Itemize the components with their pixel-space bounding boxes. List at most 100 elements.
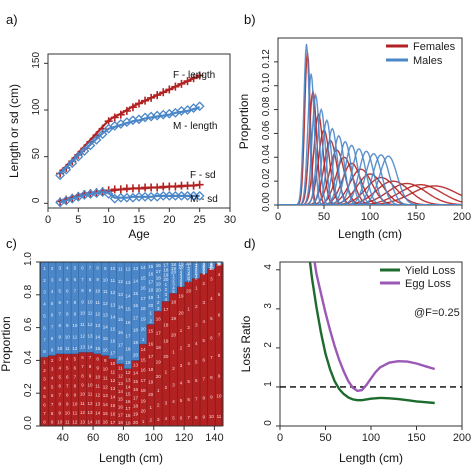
panel-c-female-cell-label: 2 <box>180 346 183 351</box>
panel-c-male-cell-label: 3 <box>195 265 198 270</box>
panel-c-male-cell-label: 6 <box>195 271 198 276</box>
panel-b-curve-male <box>278 107 462 205</box>
panel-c-female-cell-label: 20 <box>148 392 154 397</box>
panel-c-female-cell-label: 15 <box>110 403 116 408</box>
panel-c-male-cell-label: 7 <box>210 264 213 269</box>
panel-c-female-cell-label: 10 <box>103 367 109 372</box>
panel-c-female-cell-label: 3 <box>172 382 175 387</box>
panel-c-female-cell-label: 20 <box>133 420 139 425</box>
panel-c-male-cell-label: 11 <box>118 266 123 271</box>
panel-c-male-cell-label: 16 <box>125 320 131 325</box>
panel-a-x-tick-label: 10 <box>103 214 115 226</box>
panel-c-female-cell-label: 5 <box>43 394 46 399</box>
panel-b-y-axis-label: Proportion <box>237 94 251 149</box>
panel-c: 40 60 80 100 120 1400.00.20.40.60.81.0Length … <box>0 236 224 465</box>
panel-c-male-bar <box>48 261 57 356</box>
panel-c-female-cell-label: 9 <box>74 392 77 397</box>
panel-c-male-cell-label: 12 <box>118 279 124 284</box>
panel-c-male-cell-label: 14 <box>125 293 131 298</box>
panel-a-y-tick-label: 0 <box>31 197 42 203</box>
panel-c-female-cell-label: 1 <box>157 388 160 393</box>
panel-c-female-cell-label: 9 <box>89 373 92 378</box>
panel-b-curve-female <box>278 182 462 205</box>
panel-c-female-cell-label: 1 <box>142 419 145 424</box>
panel-c-female-cell-label: 16 <box>148 341 154 346</box>
panel-c-female-cell-label: 2 <box>51 358 54 363</box>
panel-c-female-cell-label: 6 <box>180 415 183 420</box>
panel-c-male-cell-label: 4 <box>51 289 54 294</box>
panel-a-point-diamond <box>194 190 205 201</box>
panel-c-male-cell-label: 3 <box>203 262 206 267</box>
panel-c-female-cell-label: 2 <box>149 418 152 423</box>
panel-c-panel-label: c) <box>6 236 17 251</box>
panel-c-female-cell-label: 18 <box>171 299 177 304</box>
panel-c-male-cell-label: 10 <box>216 261 222 266</box>
panel-c-male-cell-label: 14 <box>118 304 124 309</box>
panel-c-female-cell-label: 16 <box>156 316 162 321</box>
panel-c-male-cell-label: 8 <box>96 266 99 271</box>
panel-c-male-cell-label: 17 <box>163 262 169 267</box>
panel-c-male-cell-label: 17 <box>148 279 154 284</box>
panel-c-female-cell-label: 12 <box>125 370 131 375</box>
panel-c-male-cell-label: 8 <box>218 261 221 266</box>
panel-a-point-plus <box>183 77 192 86</box>
panel-c-female-cell-label: 4 <box>43 385 46 390</box>
panel-c-male-cell-label: 18 <box>133 328 139 333</box>
panel-c-female-cell-label: 7 <box>218 333 221 338</box>
panel-c-male-cell-label: 7 <box>89 266 92 271</box>
panel-c-female-cell-label: 5 <box>66 365 69 370</box>
panel-c-male-cell-label: 5 <box>203 265 206 270</box>
panel-c-male-cell-label: 1 <box>43 266 46 271</box>
panel-d-y-axis-label: Loss Ratio <box>239 315 253 372</box>
panel-d-panel-label: d) <box>244 236 256 251</box>
panel-c-female-cell-label: 7 <box>81 364 84 369</box>
panel-c-male-cell-label: 9 <box>58 335 61 340</box>
panel-c-female-cell-label: 5 <box>195 359 198 364</box>
panel-c-male-cell-label: 8 <box>210 265 213 270</box>
panel-c-female-cell-label: 19 <box>156 359 162 364</box>
panel-a-x-tick-label: 20 <box>163 214 175 226</box>
panel-c-male-cell-label: 8 <box>203 269 206 274</box>
panel-c-female-cell-label: 10 <box>72 401 78 406</box>
panel-a-point-plus <box>110 113 119 122</box>
panel-a-y-tick-label: 100 <box>31 98 42 115</box>
panel-c-male-cell-label: 3 <box>165 292 168 297</box>
panel-c-male-cell-label: 11 <box>80 322 85 327</box>
panel-c-male-bar <box>78 261 88 353</box>
panel-c-male-cell-label: 18 <box>171 262 177 267</box>
panel-c-female-cell-label: 5 <box>51 384 54 389</box>
panel-a-x-tick-label: 5 <box>75 214 81 226</box>
panel-d-y-tick-label: 0 <box>263 420 274 426</box>
panel-c-male-cell-label: 19 <box>163 272 169 277</box>
panel-c-female-cell-label: 4 <box>195 341 198 346</box>
panel-c-male-cell-label: 16 <box>141 286 147 291</box>
panel-c-male-cell-label: 2 <box>180 271 183 276</box>
panel-c-female-cell-label: 19 <box>163 338 169 343</box>
panel-c-female-cell-label: 14 <box>118 389 124 394</box>
panel-b-curve-female <box>278 112 462 205</box>
panel-c-female-cell-label: 16 <box>141 368 147 373</box>
panel-c-male-cell-label: 9 <box>66 323 69 328</box>
panel-c-male-cell-label: 8 <box>66 312 69 317</box>
panel-c-male-cell-label: 13 <box>133 266 139 271</box>
panel-c-male-cell-label: 12 <box>95 312 101 317</box>
panel-c-male-cell-label: 9 <box>51 348 54 353</box>
panel-c-female-cell-label: 13 <box>133 363 139 368</box>
panel-c-female-cell-label: 16 <box>133 387 139 392</box>
panel-c-y-tick-label: 0.4 <box>23 350 34 364</box>
panel-c-male-cell-label: 19 <box>171 266 177 271</box>
panel-c-male-bar <box>86 261 95 353</box>
panel-c-female-cell-label: 8 <box>66 392 69 397</box>
panel-c-male-cell-label: 20 <box>141 327 147 332</box>
panel-c-y-tick-label: 0.2 <box>23 383 34 397</box>
panel-c-male-cell-label: 8 <box>43 349 46 354</box>
panel-c-male-cell-label: 7 <box>81 277 84 282</box>
panel-b-curve-male <box>278 73 462 205</box>
panel-c-male-cell-label: 4 <box>210 261 213 266</box>
panel-c-female-cell-label: 12 <box>88 401 94 406</box>
panel-c-male-cell-label: 14 <box>141 265 147 270</box>
panel-a-x-tick-label: 0 <box>45 214 51 226</box>
panel-c-female-cell-label: 5 <box>180 398 183 403</box>
panel-c-female-cell-label: 6 <box>58 383 61 388</box>
panel-c-male-cell-label: 7 <box>74 289 77 294</box>
